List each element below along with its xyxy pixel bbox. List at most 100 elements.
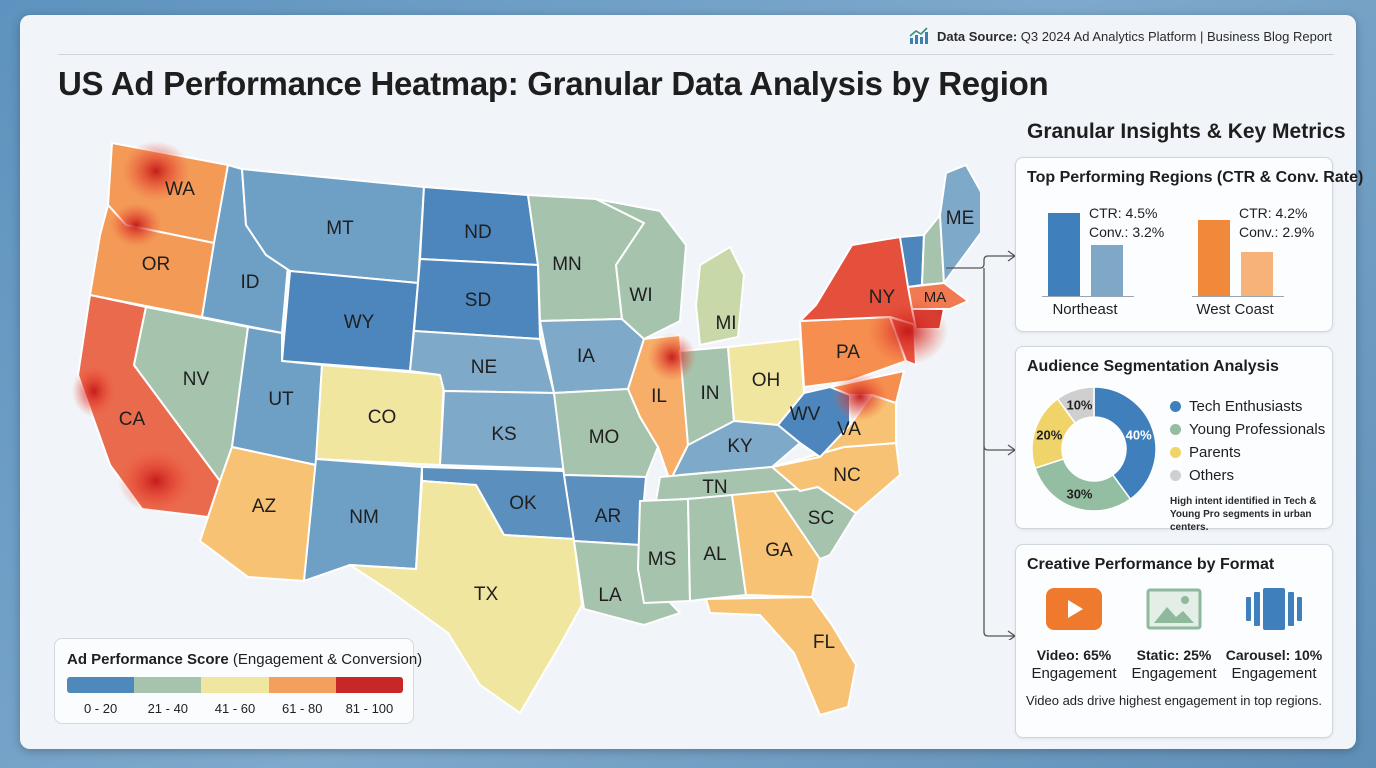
state-labels: WA OR CA ID NV MT WY UT AZ CO NM ND SD N… xyxy=(119,179,974,653)
westcoast-conv-bar xyxy=(1241,252,1273,296)
label-CO: CO xyxy=(368,407,397,428)
label-NE: NE xyxy=(471,357,497,378)
label-WV: WV xyxy=(790,404,821,425)
label-AZ: AZ xyxy=(252,496,277,517)
northeast-ctr-bar xyxy=(1048,213,1080,296)
hotspot-sf xyxy=(72,365,116,417)
westcoast-ctr-label: CTR: 4.2% xyxy=(1239,205,1308,221)
hotspot-la xyxy=(118,449,194,513)
audience-note: High intent identified in Tech & Young P… xyxy=(1170,496,1317,533)
westcoast-baseline xyxy=(1192,296,1284,297)
creative-title: Creative Performance by Format xyxy=(1027,556,1275,573)
hotspot-seattle xyxy=(122,141,190,201)
label-NV: NV xyxy=(183,369,210,390)
legend-label: 0 - 20 xyxy=(83,701,118,716)
hotspot-portland xyxy=(110,203,162,247)
legend: Ad Performance Score (Engagement & Conve… xyxy=(54,638,422,724)
label-ND: ND xyxy=(464,222,491,243)
label-KY: KY xyxy=(727,436,753,457)
label-MO: MO xyxy=(589,427,620,448)
label-TN: TN xyxy=(702,477,727,498)
data-source-text: Q3 2024 Ad Analytics Platform | Business… xyxy=(1020,28,1332,44)
segment-name: Parents xyxy=(1189,444,1241,461)
label-KS: KS xyxy=(491,424,516,445)
label-OH: OH xyxy=(752,370,781,391)
legend-swatch-0-20 xyxy=(67,677,135,693)
carousel-sub: Engagement xyxy=(1231,665,1317,682)
label-AL: AL xyxy=(703,544,726,565)
label-NY: NY xyxy=(869,287,896,308)
legend-swatch-61-80 xyxy=(268,677,336,693)
donut-slice-0 xyxy=(1093,386,1157,501)
state-ME[interactable] xyxy=(939,164,980,284)
westcoast-ctr-bar xyxy=(1198,220,1230,296)
data-source-label: Data Source: xyxy=(936,28,1018,44)
northeast-baseline xyxy=(1042,296,1134,297)
data-source: Data Source: Q3 2024 Ad Analytics Platfo… xyxy=(909,27,1332,45)
northeast-conv-bar xyxy=(1091,245,1123,296)
carousel-pct: Carousel: 10% xyxy=(1225,647,1323,663)
state-AL[interactable] xyxy=(687,494,747,602)
segment-name: Tech Enthusiasts xyxy=(1189,398,1303,415)
westcoast-metrics: CTR: 4.2% Conv.: 2.9% xyxy=(1239,204,1314,242)
legend-title: Ad Performance Score (Engagement & Conve… xyxy=(67,651,422,668)
legend-swatch-41-60 xyxy=(201,677,269,693)
legend-swatch-21-40 xyxy=(134,677,202,693)
legend-label: 61 - 80 xyxy=(281,701,323,716)
creative-panel: Creative Performance by Format Video: 65… xyxy=(1015,544,1333,738)
label-MA: MA xyxy=(924,289,947,306)
legend-item-others: Others xyxy=(1170,464,1325,487)
northeast-conv-label: Conv.: 3.2% xyxy=(1089,224,1165,240)
legend-item-young-pro: Young Professionals xyxy=(1170,418,1325,441)
label-IN: IN xyxy=(701,383,720,404)
hotspot-chicago xyxy=(648,333,696,381)
label-AR: AR xyxy=(595,506,621,527)
static-pct: Static: 25% xyxy=(1136,647,1212,663)
donut-label-1: 30% xyxy=(1066,487,1092,502)
northeast-metrics: CTR: 4.5% Conv.: 3.2% xyxy=(1089,204,1164,242)
state-GA[interactable] xyxy=(731,490,821,598)
audience-donut: 40% 30% 20% 10% xyxy=(1031,386,1157,512)
hotspot-nyc xyxy=(868,297,948,365)
label-SD: SD xyxy=(465,290,491,311)
hotspots xyxy=(72,141,948,513)
hotspot-dc xyxy=(832,373,888,421)
northeast-label: Northeast xyxy=(1052,301,1118,318)
page-title: US Ad Performance Heatmap: Granular Data… xyxy=(58,65,1049,102)
legend-swatch-81-100 xyxy=(335,677,403,693)
state-MS[interactable] xyxy=(637,498,691,604)
label-MT: MT xyxy=(326,218,354,239)
donut-label-2: 20% xyxy=(1036,427,1062,442)
label-LA: LA xyxy=(598,585,622,606)
label-NC: NC xyxy=(833,465,860,486)
donut-slice-1 xyxy=(1034,457,1132,512)
legend-item-tech: Tech Enthusiasts xyxy=(1170,395,1325,418)
label-WA: WA xyxy=(165,179,195,200)
westcoast-label: West Coast xyxy=(1196,301,1274,318)
connector-lines xyxy=(946,250,1017,640)
label-MS: MS xyxy=(648,549,677,570)
legend-title-rest: (Engagement & Conversion) xyxy=(228,651,423,668)
legend-label: 21 - 40 xyxy=(147,701,189,716)
label-OK: OK xyxy=(509,493,537,514)
legend-color-bar xyxy=(67,677,403,693)
top-regions-title: Top Performing Regions (CTR & Conv. Rate… xyxy=(1027,169,1364,186)
header-divider xyxy=(58,54,1334,55)
state-FL[interactable] xyxy=(705,596,857,716)
top-regions-panel: Top Performing Regions (CTR & Conv. Rate… xyxy=(1015,157,1363,332)
us-heatmap: WA OR CA ID NV MT WY UT AZ CO NM ND SD N… xyxy=(72,141,980,716)
insights-title: Granular Insights & Key Metrics xyxy=(1027,120,1346,143)
legend-item-parents: Parents xyxy=(1170,441,1325,464)
label-ID: ID xyxy=(241,272,260,293)
label-MI: MI xyxy=(715,313,736,334)
label-NM: NM xyxy=(349,507,379,528)
chart-icon xyxy=(909,27,928,44)
label-OR: OR xyxy=(142,254,171,275)
image-icon xyxy=(1146,588,1202,630)
label-UT: UT xyxy=(268,389,294,410)
audience-panel: Audience Segmentation Analysis 40% 30% 20%… xyxy=(1015,346,1333,533)
label-VA: VA xyxy=(837,419,861,440)
format-carousel: Carousel: 10% Engagement xyxy=(1224,587,1324,682)
westcoast-conv-label: Conv.: 2.9% xyxy=(1239,224,1315,240)
state-MI[interactable] xyxy=(695,246,745,346)
